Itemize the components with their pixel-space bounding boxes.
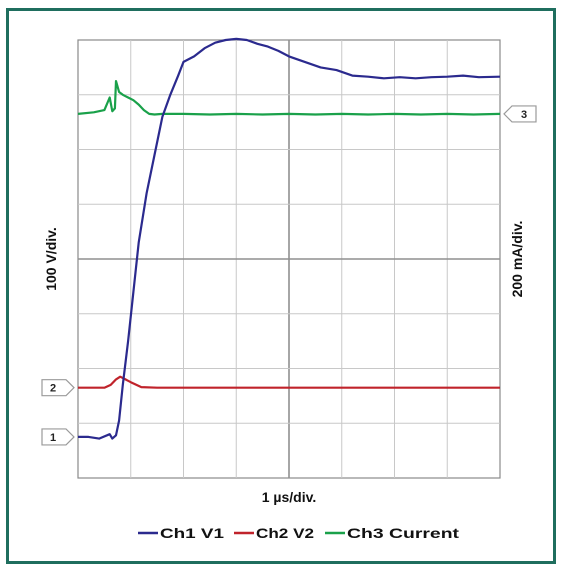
legend-label-ch2: Ch2 V2 [256,525,314,541]
channel-marker-label: 3 [521,109,527,121]
y-axis-label-left: 100 V/div. [43,227,59,291]
channel-marker-label: 1 [50,432,56,444]
channel-marker-shape [503,105,537,123]
channel-marker-3: 3 [503,105,537,123]
legend-label-ch3: Ch3 Current [347,525,459,541]
trace-ch1-v1 [78,37,501,440]
channel-marker-1: 1 [41,428,75,446]
trace-ch2-v2 [78,375,500,389]
channel-marker-shape [41,379,75,397]
trace-ch3-current [77,79,501,116]
traces [77,37,501,440]
channel-marker-2: 2 [41,379,75,397]
x-axis-label: 1 µs/div. [262,489,317,505]
legend-label-ch1: Ch1 V1 [160,525,224,541]
y-axis-label-right: 200 mA/div. [509,221,525,298]
channel-marker-label: 2 [50,383,56,395]
channel-markers: 1 2 3 [41,105,537,446]
legend: Ch1 V1 Ch2 V2 Ch3 Current [138,525,459,541]
channel-marker-shape [41,428,75,446]
